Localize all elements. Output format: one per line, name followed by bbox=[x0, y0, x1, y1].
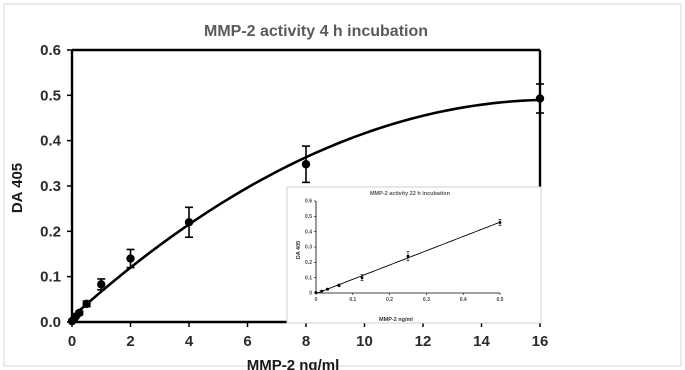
main-y-axis-title: DA 405 bbox=[9, 163, 26, 213]
inset-data-point bbox=[360, 276, 364, 280]
inset-data-point-group bbox=[406, 251, 410, 262]
main-x-tick-label: 12 bbox=[415, 333, 432, 350]
inset-x-tick-label: 0.3 bbox=[423, 297, 430, 303]
main-chart-title: MMP-2 activity 4 h incubation bbox=[204, 23, 428, 40]
inset-data-point bbox=[326, 287, 329, 291]
inset-data-point bbox=[498, 221, 502, 224]
inset-x-tick-label: 0.1 bbox=[349, 297, 356, 303]
inset-x-axis-title: MMP-2 ng/ml bbox=[379, 317, 413, 323]
inset-data-point-group bbox=[320, 289, 324, 293]
inset-chart-frame bbox=[286, 186, 542, 324]
main-y-tick-label: 0.0 bbox=[40, 314, 61, 331]
inset-x-tick-label: 0.4 bbox=[460, 297, 467, 303]
main-data-point bbox=[97, 280, 106, 289]
main-data-point bbox=[301, 160, 311, 169]
main-y-tick-label: 0.4 bbox=[40, 133, 62, 150]
inset-marks bbox=[314, 219, 502, 294]
chart-border bbox=[3, 3, 682, 367]
main-y-tick-label: 0.2 bbox=[40, 223, 61, 240]
inset-x-tick-label: 0 bbox=[315, 297, 318, 303]
inset-data-point-group bbox=[337, 283, 341, 287]
inset-y-tick-label: 0.5 bbox=[305, 214, 312, 220]
main-data-point-group bbox=[97, 278, 106, 291]
main-x-tick-label: 14 bbox=[473, 333, 490, 350]
main-data-point bbox=[82, 299, 91, 309]
inset-data-point bbox=[337, 283, 341, 287]
main-data-point bbox=[184, 218, 194, 227]
main-x-tick-label: 0 bbox=[68, 333, 76, 350]
inset-y-tick-label: 0.3 bbox=[305, 245, 312, 251]
inset-axes: 0 0.1 0.2 0.3 0.4 0.5 0 0.1 0.2 0.3 0.4 0.5 0.6 bbox=[305, 199, 504, 303]
main-data-point-group bbox=[82, 299, 91, 309]
main-data-point-group bbox=[126, 248, 135, 269]
main-data-point bbox=[126, 254, 135, 263]
inset-y-tick-label: 0.1 bbox=[305, 275, 312, 281]
inset-y-tick-label: 0.2 bbox=[305, 260, 312, 266]
inset-chart-title: MMP-2 activity 22 h incubation bbox=[370, 191, 451, 197]
main-y-tick-label: 0.3 bbox=[40, 178, 61, 195]
main-data-point-group bbox=[301, 145, 311, 184]
inset-y-tick-label: 0.6 bbox=[305, 199, 312, 205]
main-data-point-group bbox=[184, 206, 194, 239]
inset-y-tick-label: 0.4 bbox=[305, 229, 312, 235]
inset-y-tick-label: 0 bbox=[309, 291, 312, 297]
main-x-tick-label: 10 bbox=[356, 333, 373, 350]
main-x-tick-label: 16 bbox=[532, 333, 549, 350]
main-y-tick-label: 0.6 bbox=[40, 42, 61, 59]
main-x-tick-label: 8 bbox=[302, 333, 310, 350]
inset-x-tick-label: 0.5 bbox=[497, 297, 504, 303]
inset-data-point-group bbox=[360, 274, 364, 282]
inset-data-point bbox=[406, 254, 410, 258]
inset-data-point bbox=[320, 289, 324, 293]
main-x-axis-title: MMP-2 ng/ml bbox=[247, 357, 340, 370]
main-data-point-group bbox=[75, 308, 84, 318]
main-x-tick-label: 4 bbox=[185, 333, 194, 350]
inset-data-point-group bbox=[326, 287, 329, 291]
main-x-tick-label: 6 bbox=[243, 333, 251, 350]
main-marks bbox=[67, 83, 545, 326]
inset-x-tick-label: 0.2 bbox=[386, 297, 393, 303]
main-y-tick-label: 0.1 bbox=[40, 269, 61, 286]
inset-chart: MMP-2 activity 22 h incubation 0 0.1 0.2 0.… bbox=[286, 186, 542, 324]
main-y-tick-label: 0.5 bbox=[40, 87, 61, 104]
inset-data-point-group bbox=[498, 219, 502, 226]
main-x-tick-label: 2 bbox=[126, 333, 134, 350]
main-data-point bbox=[75, 308, 84, 318]
inset-y-axis-title: DA 405 bbox=[296, 241, 302, 259]
